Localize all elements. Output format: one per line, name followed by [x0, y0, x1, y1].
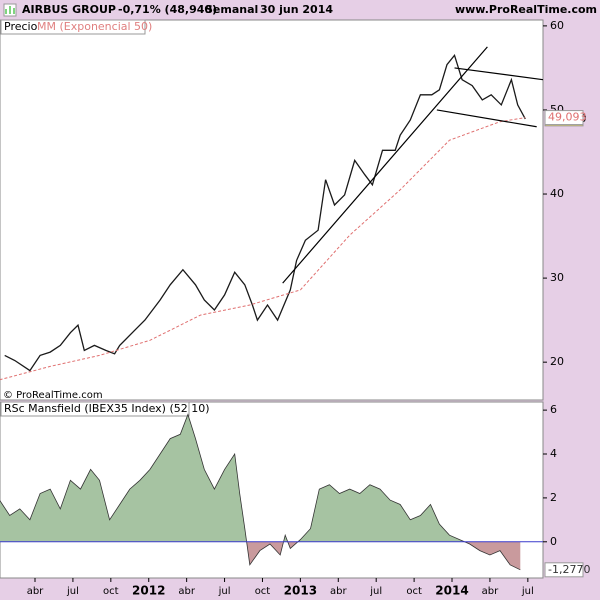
y-tick-label: 6: [550, 403, 557, 416]
y-tick-label: 2: [550, 491, 557, 504]
legend-box: [0, 19, 146, 35]
header-title: AIRBUS GROUP: [22, 3, 116, 16]
y-tick-label: 60: [550, 19, 564, 32]
x-tick-label: oct: [406, 586, 422, 597]
x-tick-label: jul: [369, 586, 382, 597]
y-tick-label: 4: [550, 447, 557, 460]
x-tick-label: jul: [218, 586, 231, 597]
panel-title: RSc Mansfield (IBEX35 Index) (52 10): [4, 402, 210, 415]
logo: [3, 3, 17, 17]
price-panel: [0, 19, 544, 401]
value-label: -1,2770: [548, 563, 590, 576]
x-tick-label: abr: [482, 586, 499, 597]
y-tick-label: 40: [550, 187, 564, 200]
x-tick-label: 2013: [284, 584, 317, 598]
x-tick-label: jul: [521, 586, 534, 597]
header-period: Semanal: [205, 3, 258, 16]
x-tick-label: abr: [178, 586, 195, 597]
area-positive: [0, 414, 521, 542]
series-line: [0, 413, 521, 571]
panel-title-box: [0, 401, 190, 417]
x-tick-label: 2014: [435, 584, 468, 598]
value-label-box: [544, 562, 584, 578]
credit: © ProRealTime.com: [3, 390, 103, 401]
trendline: [454, 67, 544, 81]
area-negative: [0, 541, 521, 570]
trendline: [436, 109, 537, 128]
x-tick-label: abr: [330, 586, 347, 597]
y-tick-label: 0: [550, 535, 557, 548]
x-tick-label: oct: [103, 586, 119, 597]
y-tick-label: 20: [550, 355, 564, 368]
x-tick-label: abr: [27, 586, 44, 597]
x-tick-label: 2012: [132, 584, 165, 598]
value-label: 49,093: [548, 111, 587, 124]
legend-entry: Precio: [4, 20, 38, 33]
header-site: www.ProRealTime.com: [455, 3, 597, 16]
series-line: [4, 53, 526, 372]
header-date: 30 jun 2014: [260, 3, 333, 16]
x-tick-label: oct: [255, 586, 271, 597]
x-tick-label: jul: [66, 586, 79, 597]
trendline: [282, 46, 488, 284]
header-change: -0,71% (48,940): [118, 3, 217, 16]
series-line: [0, 117, 526, 381]
value-label-box: [544, 110, 584, 126]
legend-entry: MM (Exponencial 50): [37, 20, 152, 33]
y-tick-label: 30: [550, 271, 564, 284]
